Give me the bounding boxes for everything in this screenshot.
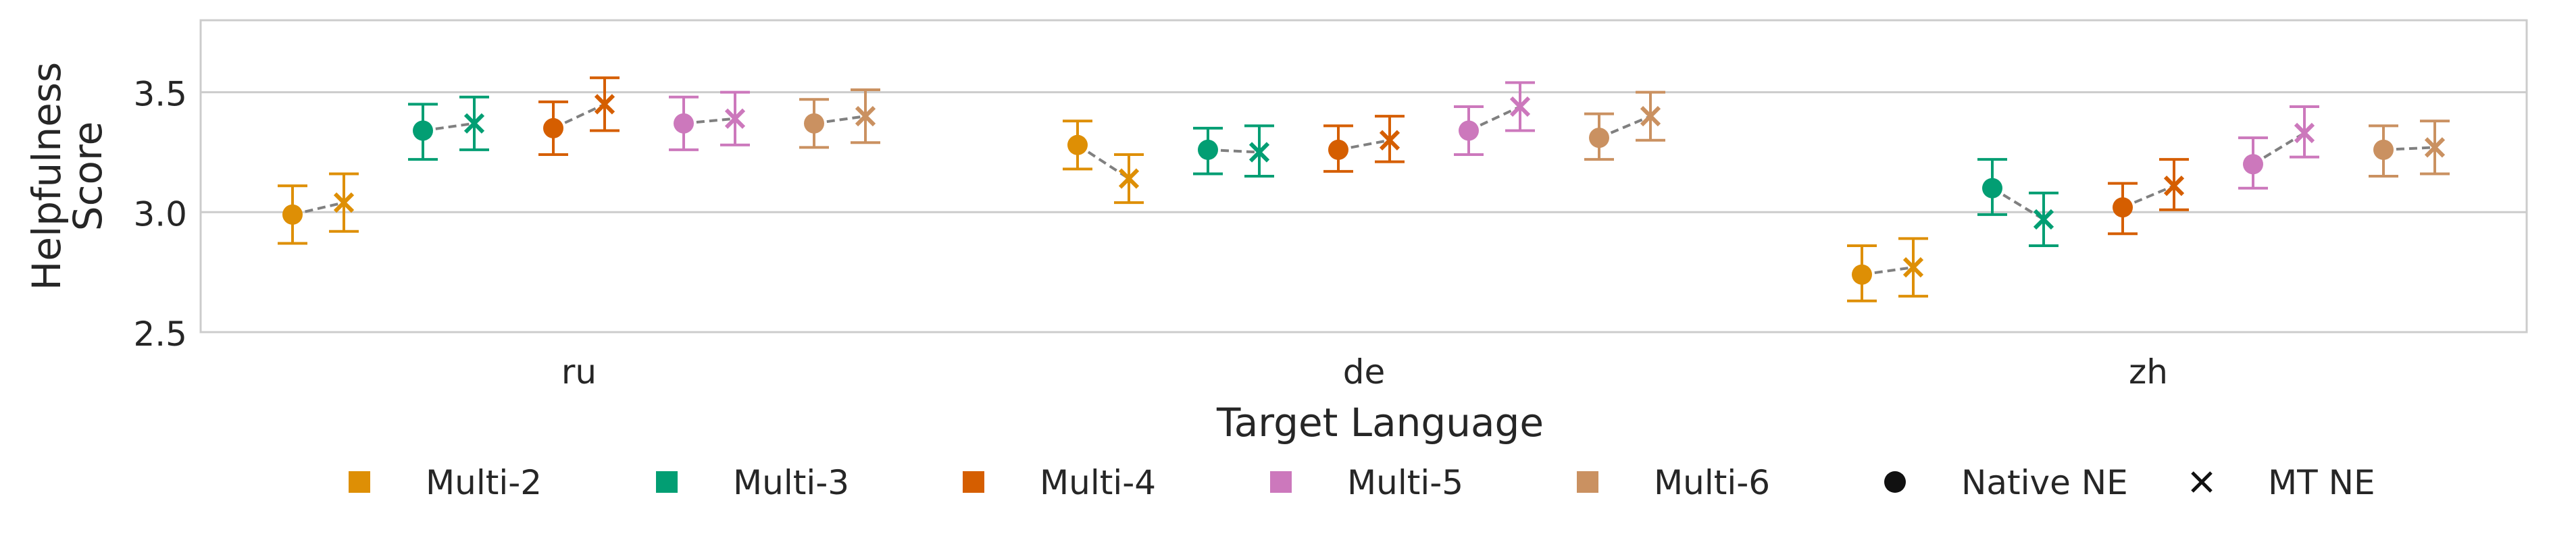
mt-ne-point <box>1118 168 1140 189</box>
y-tick-label: 2.5 <box>133 315 187 354</box>
x-tick-labels: ru de zh <box>561 352 2168 392</box>
connector-line <box>1076 144 1130 180</box>
legend-swatch <box>1270 471 1292 493</box>
y-tick-label: 3.0 <box>133 194 187 234</box>
legend-item-multi-4: Multi-4 <box>963 463 1156 502</box>
native-ne-point <box>1459 120 1479 141</box>
legend-label: Multi-6 <box>1654 463 1770 502</box>
grid-lines <box>201 91 2527 333</box>
legend-item-mt-ne: MT NE <box>2191 463 2375 502</box>
series-multi-6 <box>799 88 2450 178</box>
legend-item-multi-2: Multi-2 <box>349 463 542 502</box>
mt-ne-point <box>2424 137 2446 158</box>
series-layer <box>278 76 2450 302</box>
native-ne-point <box>2373 139 2394 160</box>
series-multi-3 <box>408 95 2059 248</box>
legend-item-native-ne: Native NE <box>1884 463 2128 502</box>
native-ne-point <box>413 120 433 141</box>
native-ne-point <box>1982 178 2002 198</box>
connector-line <box>1991 187 2045 221</box>
y-tick-labels: 2.5 3.0 3.5 <box>133 75 187 354</box>
legend: Multi-2 Multi-3 Multi-4 Multi-5 Multi-6 Nativ… <box>349 463 2375 502</box>
legend-swatch <box>2191 471 2213 493</box>
native-ne-point <box>674 113 694 134</box>
x-axis-label: Target Language <box>1216 400 1544 446</box>
series-multi-4 <box>538 76 2189 236</box>
native-ne-point <box>2113 197 2133 218</box>
mt-ne-point <box>2033 209 2054 230</box>
y-axis-label: HelpfulnessScore <box>24 62 111 290</box>
native-ne-point <box>1328 139 1348 160</box>
connector-line <box>292 201 345 216</box>
native-ne-point <box>2243 154 2263 175</box>
native-ne-point <box>282 204 303 225</box>
connector-line <box>813 115 866 125</box>
y-tick-label: 3.5 <box>133 75 187 114</box>
connector-line <box>683 117 736 125</box>
mt-ne-point <box>1640 106 1661 127</box>
legend-swatch <box>963 471 984 493</box>
legend-label: Multi-3 <box>733 463 849 502</box>
legend-label: Multi-4 <box>1040 463 1156 502</box>
legend-label: Multi-5 <box>1347 463 1463 502</box>
mt-ne-point <box>1902 257 1924 278</box>
x-tick-label: ru <box>561 352 597 392</box>
legend-swatch <box>1577 471 1598 493</box>
mt-ne-point <box>2163 176 2185 196</box>
legend-swatch <box>1884 471 1906 493</box>
connector-line <box>2383 146 2435 151</box>
legend-item-multi-6: Multi-6 <box>1577 463 1770 502</box>
connector-line <box>1338 138 1390 151</box>
legend-item-multi-3: Multi-3 <box>656 463 849 502</box>
mt-ne-point <box>333 192 355 213</box>
legend-swatch <box>656 471 678 493</box>
connector-line <box>2252 132 2306 165</box>
mt-ne-point <box>855 106 876 127</box>
mt-ne-point <box>1509 96 1531 117</box>
series-multi-2 <box>278 119 1928 302</box>
connector-line <box>422 122 475 132</box>
connector-line <box>1861 266 1914 276</box>
mt-ne-point <box>1248 142 1270 163</box>
plot-area <box>199 19 2528 333</box>
mt-ne-point <box>2294 122 2315 144</box>
legend-item-multi-5: Multi-5 <box>1270 463 1463 502</box>
connector-line <box>1598 115 1651 139</box>
connector-line <box>1207 148 1260 154</box>
native-ne-point <box>1198 139 1218 160</box>
connector-line <box>1468 105 1521 132</box>
mt-ne-point <box>594 94 615 115</box>
series-multi-5 <box>669 81 2319 190</box>
mt-ne-point <box>724 108 746 129</box>
native-ne-point <box>1852 264 1872 285</box>
native-ne-point <box>1067 134 1088 155</box>
legend-label: Native NE <box>1961 463 2128 502</box>
connector-line <box>2122 184 2175 209</box>
mt-ne-point <box>1379 130 1400 151</box>
native-ne-point <box>1589 128 1609 149</box>
x-tick-label: zh <box>2129 352 2168 392</box>
x-tick-label: de <box>1343 352 1386 392</box>
legend-swatch <box>349 471 370 493</box>
legend-label: Multi-2 <box>426 463 542 502</box>
mt-ne-point <box>463 113 485 134</box>
connector-line <box>553 103 605 130</box>
native-ne-point <box>804 113 824 134</box>
legend-label: MT NE <box>2268 463 2375 502</box>
native-ne-point <box>543 117 563 138</box>
